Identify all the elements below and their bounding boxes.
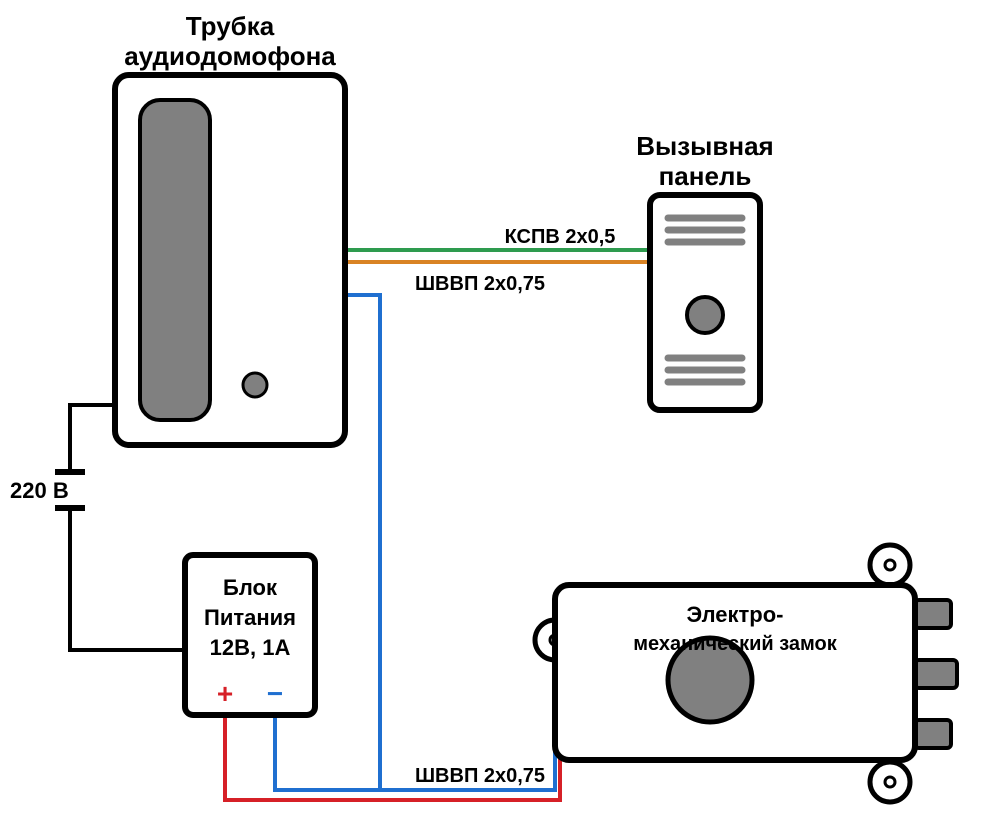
cable-label-blue-bottom: ШВВП 2х0,75: [415, 765, 545, 787]
wire-blue-vertical: [345, 295, 380, 790]
callpanel-title-line1: Вызывная: [636, 131, 773, 161]
lock-title-line1: Электро-: [686, 602, 783, 627]
cable-label-blue-top: ШВВП 2х0,75: [415, 273, 545, 295]
lock-title-line2: механический замок: [633, 633, 838, 655]
psu-terminal-plus: +: [217, 678, 233, 709]
lock-mount-hole: [885, 777, 895, 787]
psu-title-line2: Питания: [204, 605, 296, 630]
lock-mount-hole: [885, 560, 895, 570]
lock-latch: [915, 660, 957, 688]
psu-terminal-minus: −: [267, 678, 283, 709]
lock-latch: [915, 720, 951, 748]
handset-title-line1: Трубка: [186, 11, 275, 41]
callpanel-button: [687, 297, 723, 333]
cable-label-green: КСПВ 2х0,5: [505, 226, 616, 248]
wire-mains-upper: [70, 405, 115, 472]
psu-title-line3: 12В, 1А: [210, 635, 291, 660]
handset-button: [243, 373, 267, 397]
wire-mains-lower: [70, 508, 185, 650]
handset-title-line2: аудиодомофона: [124, 41, 336, 71]
callpanel-title-line2: панель: [659, 161, 752, 191]
mains-label: 220 В: [10, 478, 69, 503]
lock-latch: [915, 600, 951, 628]
psu-title-line1: Блок: [223, 575, 278, 600]
handset-receiver: [140, 100, 210, 420]
